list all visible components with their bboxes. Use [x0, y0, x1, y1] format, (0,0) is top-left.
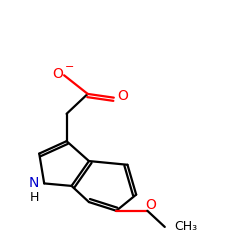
- Text: N: N: [29, 176, 40, 190]
- Text: −: −: [64, 62, 74, 72]
- Text: O: O: [52, 67, 63, 81]
- Text: CH₃: CH₃: [174, 220, 197, 234]
- Text: O: O: [146, 198, 156, 212]
- Text: O: O: [117, 90, 128, 104]
- Text: H: H: [30, 190, 39, 203]
